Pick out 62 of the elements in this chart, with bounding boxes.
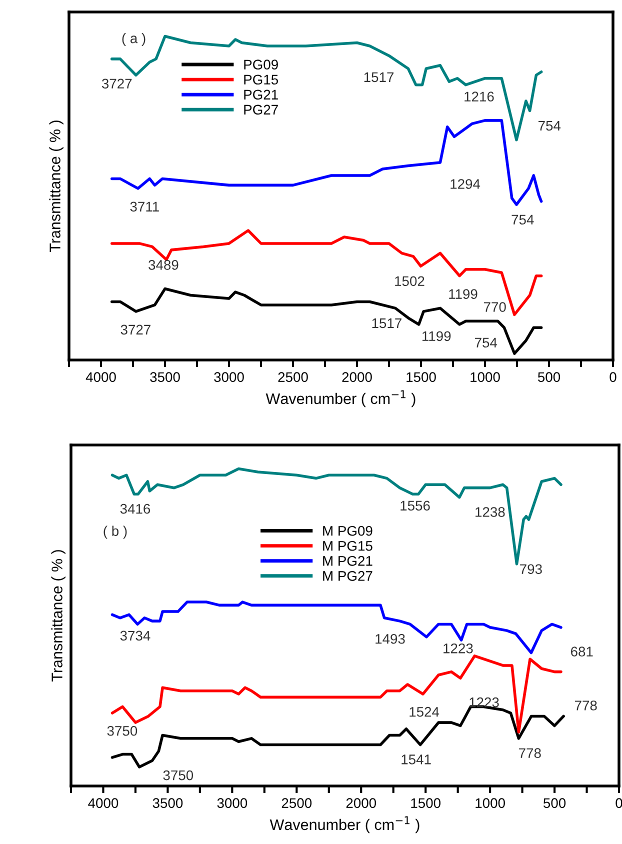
annotation: 3489 xyxy=(148,260,178,270)
legend-label: PG21 xyxy=(244,90,278,100)
annotation: 1517 xyxy=(372,318,402,328)
annotation: 1223 xyxy=(470,697,499,708)
annotation: 793 xyxy=(520,564,542,574)
annotation: 1216 xyxy=(464,92,494,102)
x-tick-label: 3000 xyxy=(214,372,244,382)
annotation: 1199 xyxy=(449,289,478,299)
legend-label: M PG09 xyxy=(323,526,372,536)
legend-label: M PG21 xyxy=(323,556,372,566)
x-tick-label: 0 xyxy=(616,798,622,808)
x-axis-title: Wavenumber ( cm$^{−1}$ ) xyxy=(270,816,420,834)
annotation: 1493 xyxy=(376,634,405,644)
annotation: 3734 xyxy=(120,630,150,641)
annotation: ( a ) xyxy=(122,33,146,46)
x-tick-label: 3000 xyxy=(217,798,248,808)
annotation: 3727 xyxy=(102,78,132,89)
x-tick-label: 4000 xyxy=(86,372,116,382)
annotation: 754 xyxy=(538,120,561,131)
annotation: 1517 xyxy=(364,72,394,82)
legend-label: M PG15 xyxy=(323,540,372,551)
x-tick-label: 2000 xyxy=(342,372,372,382)
legend-label: M PG27 xyxy=(323,571,372,581)
x-tick-label: 2500 xyxy=(278,372,308,382)
x-tick-label: 500 xyxy=(544,798,566,808)
x-tick-label: 1000 xyxy=(470,372,500,382)
annotation: 1556 xyxy=(400,500,430,511)
x-tick-label: 3500 xyxy=(150,372,180,382)
x-tick-label: 2000 xyxy=(346,798,376,808)
annotation: ( b ) xyxy=(104,526,127,539)
annotation: 754 xyxy=(475,338,498,348)
annotation: 1294 xyxy=(450,179,480,189)
x-tick-label: 500 xyxy=(538,372,560,382)
annotation: 1502 xyxy=(395,276,424,286)
annotation: 3750 xyxy=(163,770,194,780)
x-tick-label: 0 xyxy=(610,372,616,382)
annotation: 1238 xyxy=(476,507,505,517)
legend-label: PG09 xyxy=(244,60,278,70)
annotation: 681 xyxy=(570,646,593,656)
x-tick-label: 4000 xyxy=(88,798,118,808)
annotation: 754 xyxy=(512,214,534,225)
x-tick-label: 1500 xyxy=(411,798,440,808)
x-tick-label: 1500 xyxy=(406,372,436,382)
annotation: 3711 xyxy=(130,202,159,212)
annotation: 770 xyxy=(484,302,506,312)
annotation: 1524 xyxy=(410,706,440,717)
annotation: 3750 xyxy=(107,726,138,736)
legend-label: PG15 xyxy=(244,74,278,85)
annotation: 1223 xyxy=(444,643,473,654)
legend-label: PG27 xyxy=(244,104,278,115)
y-axis-title: Transmittance ( % ) xyxy=(49,120,64,252)
y-axis-title: Transmittance ( % ) xyxy=(51,550,66,682)
x-axis-title: Wavenumber ( cm$^{−1}$ ) xyxy=(266,390,416,408)
x-tick-label: 1000 xyxy=(476,798,505,808)
annotation: 1541 xyxy=(402,754,431,764)
x-tick-label: 2500 xyxy=(282,798,312,808)
annotation: 3416 xyxy=(120,504,150,514)
annotation: 778 xyxy=(574,700,597,710)
annotation: 778 xyxy=(519,748,541,758)
x-tick-label: 3500 xyxy=(152,798,183,808)
annotation: 3727 xyxy=(120,324,150,335)
annotation: 1199 xyxy=(422,331,451,342)
